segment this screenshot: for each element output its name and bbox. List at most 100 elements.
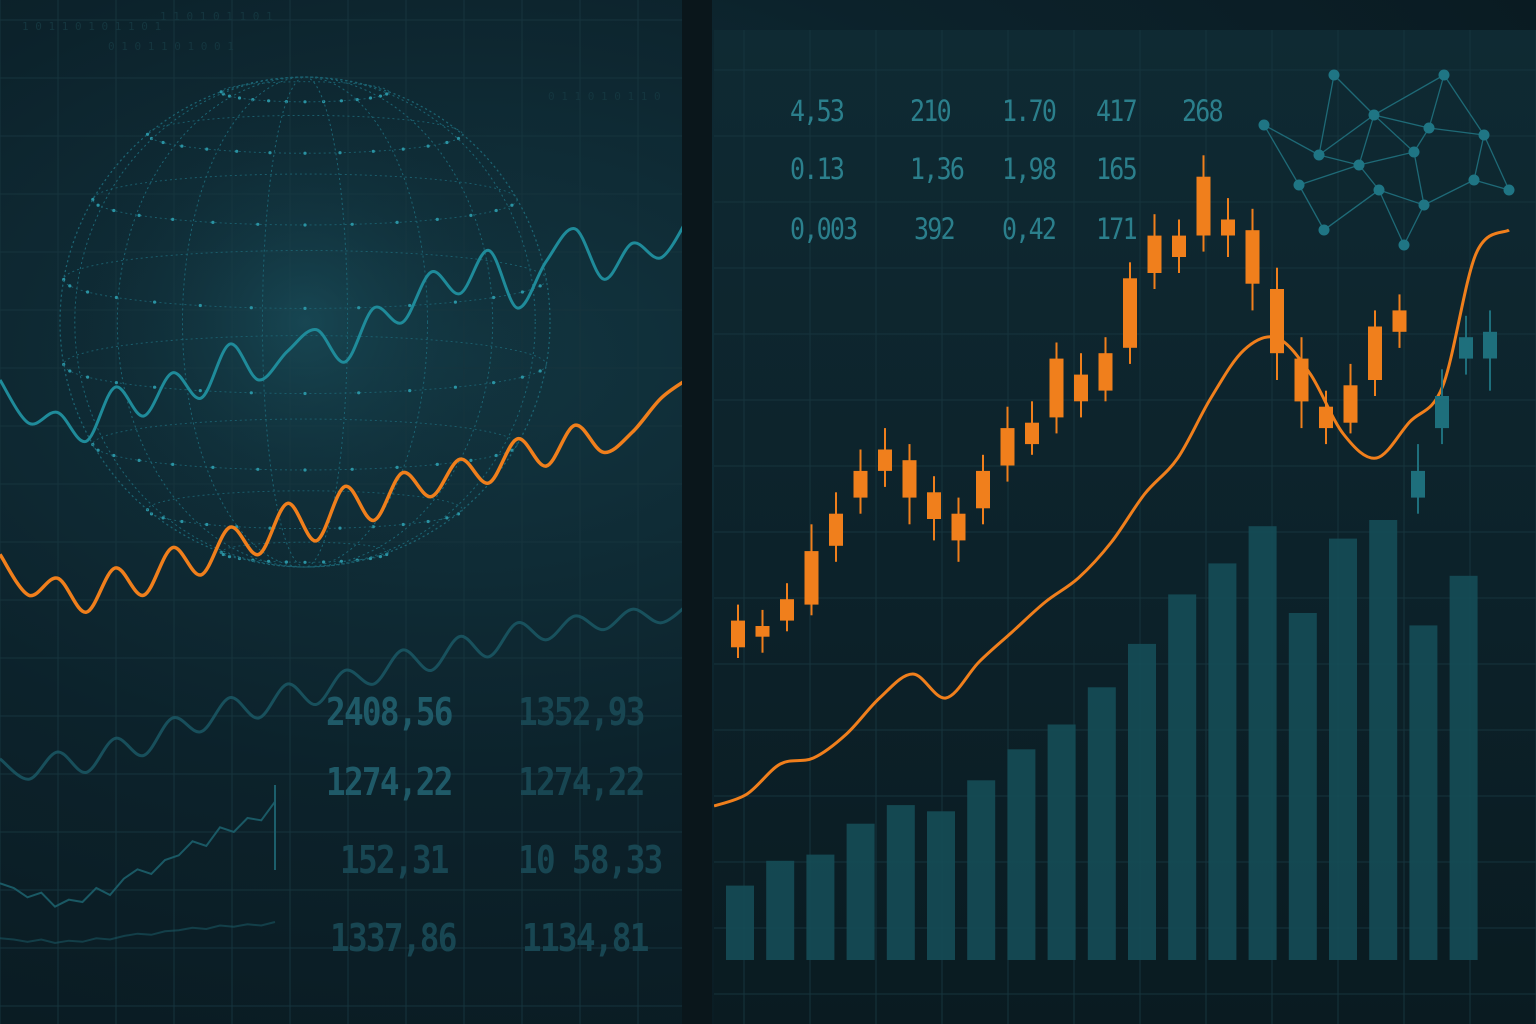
network-edge: [1298, 184, 1325, 231]
globe-dot: [401, 147, 405, 151]
volume-bar: [886, 805, 915, 960]
candle-1: [731, 604, 745, 658]
candle-body: [1435, 396, 1449, 429]
network-graph-icon: [1258, 69, 1515, 251]
candle-body: [1172, 235, 1186, 257]
globe-dot: [249, 306, 253, 310]
globe-dot: [171, 462, 175, 466]
globe-dot: [357, 391, 361, 395]
candle-8: [902, 444, 917, 525]
globe-dot: [520, 375, 525, 379]
globe-dot: [112, 208, 116, 213]
candle-22: [1245, 208, 1260, 311]
right-table-r1-c1: 4,53: [790, 94, 845, 128]
volume-bar: [766, 860, 795, 960]
globe-dot: [520, 290, 525, 294]
candle-body: [1294, 358, 1309, 402]
volume-bar: [1007, 749, 1036, 960]
left-table-r1-c2: 1352,93: [518, 690, 645, 734]
network-edge: [1323, 189, 1380, 231]
candle-body: [902, 460, 917, 498]
network-node: [1503, 184, 1515, 196]
globe-dot: [153, 385, 157, 389]
inset-series-2: [0, 921, 276, 945]
volume-bar: [967, 780, 996, 960]
globe-dot: [249, 391, 253, 395]
candle-body: [804, 551, 819, 605]
globe-dot: [385, 92, 389, 96]
globe-dot: [445, 140, 449, 145]
left-table-r3-c2: 10 58,33: [518, 838, 663, 882]
candle-21: [1221, 198, 1235, 257]
globe-dot: [137, 213, 141, 217]
network-edge: [1428, 74, 1445, 129]
candle-7: [878, 428, 892, 487]
globe-dot: [303, 560, 307, 564]
candle-body: [755, 626, 770, 637]
candle-19: [1172, 219, 1186, 273]
globe-dot: [237, 96, 242, 100]
candle-body: [1196, 176, 1211, 236]
candle-26: [1343, 363, 1358, 434]
volume-bar: [1168, 594, 1197, 960]
globe-meridian: [74, 76, 536, 568]
right-table-r2-c4: 165: [1096, 152, 1138, 186]
network-node: [1408, 146, 1420, 158]
candle-body: [951, 513, 966, 541]
network-node: [1438, 69, 1450, 81]
wireframe-globe-icon: [40, 57, 570, 587]
candle-body: [1221, 219, 1235, 236]
network-edge: [1413, 151, 1425, 206]
globe-dot: [235, 149, 239, 153]
globe-dot: [96, 203, 100, 207]
right-table-r1-c2: 210: [910, 94, 952, 128]
volume-bar: [1449, 575, 1478, 960]
globe-dot: [96, 448, 100, 452]
left-table-r3-c1: 152,31: [340, 838, 449, 882]
candle-23: [1270, 267, 1284, 380]
globe-dot: [368, 556, 373, 561]
network-edge: [1298, 164, 1360, 186]
candle-body: [976, 470, 990, 509]
volume-bar: [1369, 520, 1398, 960]
candle-body: [1411, 470, 1425, 498]
globe-dot: [445, 516, 449, 520]
candle-10: [951, 497, 966, 562]
candle-28: [1392, 294, 1407, 348]
inset-series-1: [0, 801, 276, 908]
globe-dot: [256, 467, 260, 471]
globe-dot: [171, 217, 175, 221]
candle-31: [1459, 315, 1473, 375]
network-edge: [1373, 114, 1415, 153]
globe-dot: [114, 295, 118, 300]
candle-29: [1411, 444, 1425, 514]
right-panel: 4,53 210 1.70 417 268 0.13 1,36 1,98 165…: [714, 30, 1536, 1024]
candle-body: [829, 513, 843, 546]
globe-dot: [435, 217, 439, 221]
candle-4: [804, 524, 819, 616]
line-series-1: [0, 213, 692, 443]
globe-dot: [338, 526, 342, 530]
globe-dot: [395, 465, 399, 469]
candle-body: [1147, 235, 1162, 273]
globe-dot: [453, 385, 457, 389]
globe-dot: [371, 525, 375, 529]
network-edge: [1483, 134, 1510, 191]
globe-dot: [180, 519, 184, 524]
globe-dot: [492, 381, 496, 385]
candle-14: [1049, 342, 1064, 434]
network-edge: [1263, 124, 1300, 186]
candle-18: [1147, 214, 1162, 289]
globe-dot: [303, 151, 307, 155]
candle-body: [1025, 422, 1039, 445]
globe-dot: [303, 468, 307, 472]
globe-dot: [114, 381, 118, 385]
left-table-r2-c1: 1274,22: [326, 760, 453, 804]
globe-dot: [62, 277, 66, 282]
candle-9: [927, 476, 941, 541]
candle-body: [1098, 353, 1113, 391]
globe-dot: [251, 98, 255, 102]
network-edge: [1473, 134, 1485, 181]
volume-bar: [1248, 526, 1277, 960]
